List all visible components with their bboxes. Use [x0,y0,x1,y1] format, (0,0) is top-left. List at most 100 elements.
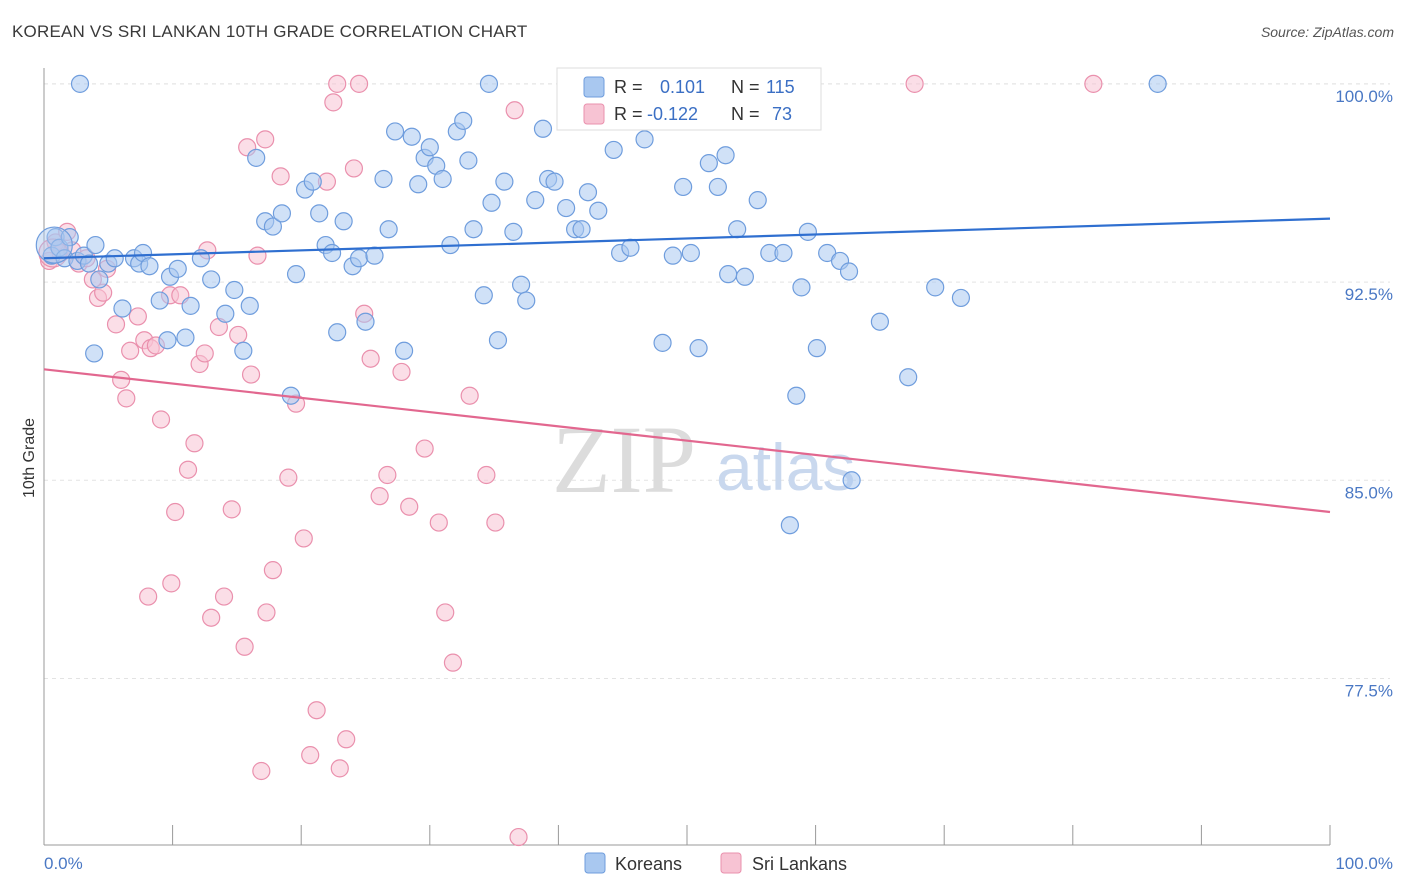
srilankan-point [248,246,267,265]
korean-point [168,259,187,278]
srilankan-point [279,468,298,487]
srilankan-point [117,389,136,408]
legend-srilankans-label: Sri Lankans [752,854,847,874]
legend-srilankans-swatch [720,852,742,874]
korean-point [842,471,861,490]
srilankan-point [349,74,369,93]
korean-point [899,368,918,387]
korean-r-label: R = [614,77,643,97]
korean-point [1148,74,1167,93]
korean-points [35,74,1167,535]
srilankan-point [166,502,185,522]
korean-point [482,193,501,212]
korean-point [454,111,473,130]
korean-point [517,291,536,310]
trend-layer [43,217,1331,514]
y-tick-label: 77.5% [1345,682,1393,701]
korean-point [150,291,169,310]
korean-point [420,138,439,157]
korean-point [774,243,793,263]
srilankan-point [178,460,198,479]
korean-point [870,312,890,331]
srilankan-point [370,487,389,506]
y-tick-label: 100.0% [1335,87,1393,106]
korean-point [792,278,811,297]
srilankan-point [139,587,158,606]
korean-point [545,172,564,191]
srilankan-point [429,513,448,532]
x-tick-label-max: 100.0% [1335,854,1393,873]
korean-point [479,74,499,93]
srilankan-point [151,410,171,429]
korean-point [572,220,591,239]
srilankan-point [337,730,356,749]
x-tick-label-min: 0.0% [44,854,83,873]
korean-point [728,220,747,239]
korean-point [105,249,124,268]
korean-point [365,246,384,265]
korean-point [181,296,200,315]
korean-point-cluster [35,226,73,264]
srilankan-point [256,130,275,149]
korean-point [140,257,159,276]
korean-trend-line [43,217,1331,260]
srilankan-point [361,349,380,368]
korean-point [674,177,693,197]
korean-point [349,249,369,268]
srilankan-point [106,315,126,334]
korean-point [85,344,104,363]
srilankan-point [257,603,276,622]
srilankan-point [252,761,271,781]
srilankan-point [400,497,419,516]
korean-point [247,148,266,167]
source-label: Source: ZipAtlas.com [1260,24,1394,40]
srilankan-point [324,93,343,112]
korean-point [488,331,508,350]
srilankan-r-value: -0.122 [647,104,698,124]
korean-point [113,299,132,318]
korean-legend-swatch [583,76,605,98]
srilankan-point [271,167,290,186]
korean-point [234,341,253,360]
srilankan-point [392,362,411,382]
korean-point [286,265,306,284]
korean-point [557,198,576,218]
srilankan-point [202,608,221,627]
korean-point [716,146,735,165]
srilankan-trend-line [43,368,1331,514]
korean-point [158,331,177,350]
legend-koreans-label: Koreans [615,854,682,874]
y-tick-label: 92.5% [1345,285,1393,304]
korean-point [578,183,598,202]
srilankan-point [162,574,181,593]
srilankan-point [436,603,455,622]
korean-r-value: 0.101 [660,77,705,97]
srilankan-n-label: N = [731,104,760,124]
srilankan-point [185,434,204,453]
srilankan-point [121,341,140,360]
srilankan-point [301,746,320,765]
korean-point [310,204,329,223]
korean-point [589,201,608,220]
srilankan-point [307,701,326,720]
korean-point [433,169,452,189]
watermark: ZIP atlas [552,406,855,513]
srilankan-point [328,74,347,93]
srilankan-n-value: 73 [772,104,792,124]
korean-point [263,217,283,236]
srilankan-point [128,307,147,326]
srilankan-point [330,759,349,778]
korean-point [90,270,109,289]
korean-point [635,130,654,149]
korean-point [322,243,342,263]
korean-point [176,328,195,347]
series-legend: Koreans Sri Lankans [584,852,847,874]
korean-point [926,278,945,297]
legend-koreans-swatch [584,852,606,874]
korean-point [379,220,398,239]
korean-point [708,177,727,197]
korean-point [533,119,553,138]
korean-point [60,228,79,247]
korean-point [272,204,292,223]
